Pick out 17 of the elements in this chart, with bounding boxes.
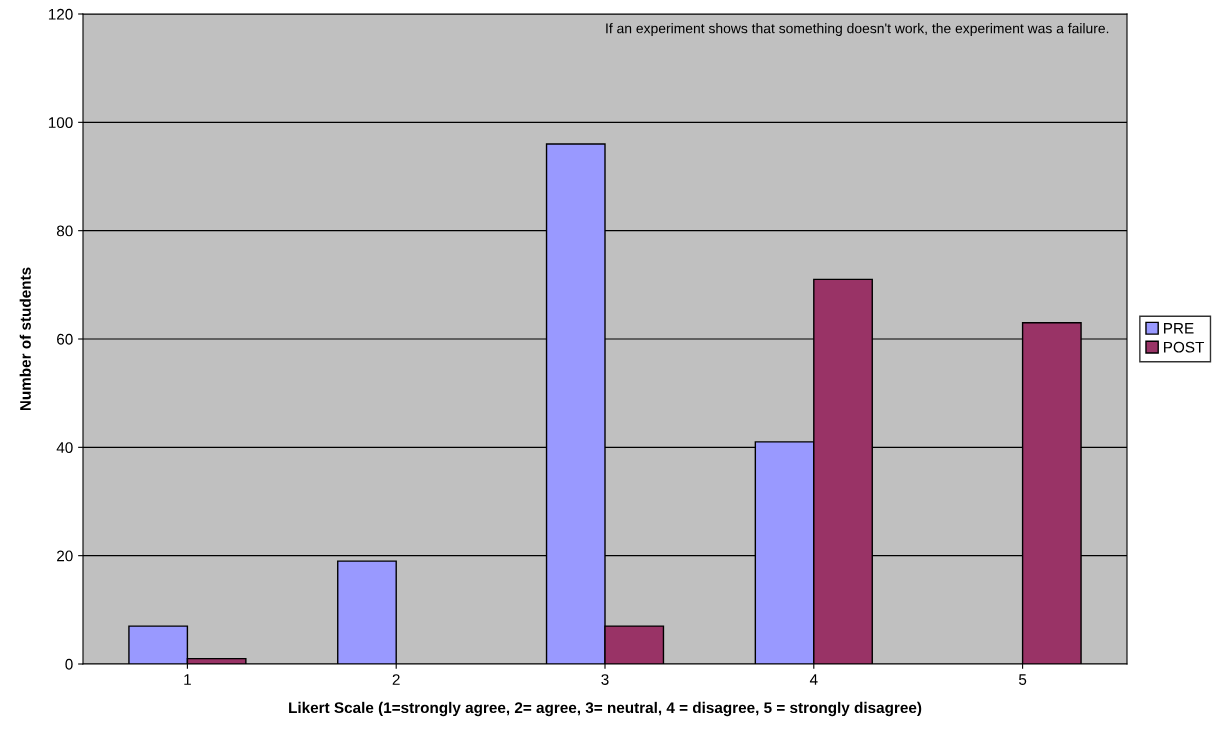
- x-axis-title: Likert Scale (1=strongly agree, 2= agree, 3= neutral, 4 = disagree, 5 = strongly disagree): [289, 701, 922, 717]
- x-tick-label: 2: [392, 674, 400, 685]
- x-tick-label: 4: [809, 674, 818, 685]
- x-tick-label: 5: [1018, 674, 1027, 685]
- y-tick-label: 40: [56, 442, 73, 454]
- x-tick-label: 3: [601, 674, 609, 685]
- x-tick-label: 1: [184, 674, 191, 685]
- y-tick-label: 120: [48, 8, 73, 20]
- y-tick-label: 0: [65, 658, 73, 670]
- legend-label: POST: [1164, 341, 1205, 353]
- y-tick-label: 60: [57, 333, 73, 345]
- y-axis-title: Number of students: [19, 267, 31, 411]
- y-tick-label: 20: [57, 550, 73, 562]
- y-tick-label: 100: [48, 117, 73, 129]
- legend-label: PRE: [1164, 323, 1194, 334]
- y-tick-label: 80: [56, 225, 73, 237]
- annotation: If an experiment shows that something doesn't work, the experiment was a failure.: [606, 23, 1109, 37]
